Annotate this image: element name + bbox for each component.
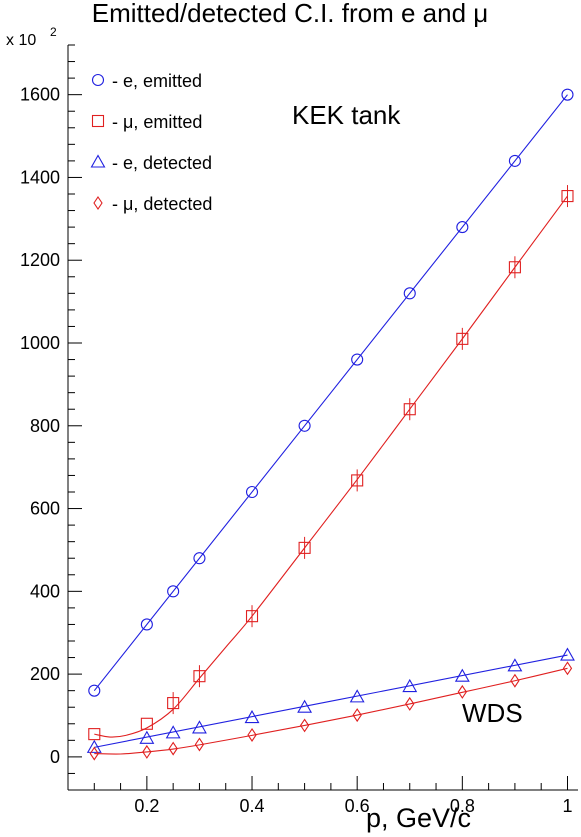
data-point-series-2 [192, 720, 207, 734]
legend-marker-circle [91, 73, 105, 87]
data-point-series-2 [454, 668, 470, 682]
data-point-series-3 [194, 737, 205, 752]
y-tick-label: 1400 [20, 167, 60, 187]
data-point-series-2 [86, 739, 102, 753]
legend-marker-diamond [93, 196, 103, 210]
y-tick-label: 800 [30, 416, 60, 436]
data-point-series-3 [510, 673, 520, 688]
data-point-series-1 [88, 728, 101, 741]
data-point-series-1 [298, 541, 311, 554]
y-tick-label: 1200 [20, 250, 60, 270]
data-point-series-3 [352, 708, 362, 723]
data-point-series-0 [140, 618, 153, 631]
x-tick-label: 0.6 [345, 796, 370, 816]
data-point-series-2 [402, 678, 418, 693]
data-point-series-3 [405, 696, 415, 711]
axis-multiplier-exponent: 2 [50, 25, 57, 39]
y-tick-label: 0 [50, 747, 60, 767]
data-point-series-0 [403, 287, 416, 300]
x-tick-label: 0.8 [450, 796, 475, 816]
legend-label: - e, detected [112, 153, 212, 173]
data-point-series-1 [508, 261, 521, 274]
legend-label: - μ, emitted [112, 112, 202, 132]
fit-curve-series-0 [93, 94, 568, 692]
data-point-series-0 [88, 684, 101, 697]
data-point-series-0 [456, 221, 469, 234]
legend-marker-triangle [90, 154, 106, 168]
data-point-series-1 [245, 610, 259, 623]
data-point-series-0 [508, 154, 521, 167]
data-point-series-2 [244, 709, 260, 724]
data-point-series-0 [245, 485, 259, 499]
annotation-wds: WDS [462, 698, 523, 728]
data-point-series-1 [456, 332, 469, 345]
y-tick-label: 1000 [20, 333, 60, 353]
data-point-series-2 [297, 699, 313, 713]
data-point-series-2 [349, 689, 365, 703]
data-point-series-1 [140, 717, 153, 730]
data-point-series-3 [168, 741, 178, 756]
fit-curve-series-2 [94, 654, 568, 748]
data-point-series-0 [298, 419, 311, 432]
data-point-series-1 [167, 697, 180, 710]
data-point-series-0 [561, 88, 574, 101]
data-point-series-3 [247, 727, 257, 742]
y-tick-label: 200 [30, 664, 60, 684]
fit-curve-series-1 [94, 195, 568, 738]
x-tick-label: 0.2 [134, 796, 159, 816]
data-point-series-2 [560, 647, 575, 661]
x-tick-label: 0.4 [240, 796, 265, 816]
data-point-series-2 [165, 725, 181, 739]
plot-area: 0.2 0.4 0.6 0.8 1 0 200 400 600 800 1000 1200 1400 16… [20, 44, 578, 816]
legend-label: - μ, detected [112, 194, 212, 214]
data-point-series-3 [299, 718, 310, 733]
data-point-series-3 [562, 661, 573, 676]
y-tick-label: 400 [30, 581, 60, 601]
chart-title: Emitted/detected C.I. from e and μ [92, 0, 489, 28]
legend: - e, emitted - μ, emitted - e, detected - μ… [90, 71, 212, 214]
data-point-series-1 [561, 190, 574, 203]
legend-marker-square [91, 114, 105, 128]
data-point-series-3 [142, 744, 152, 759]
data-point-series-1 [193, 670, 206, 683]
legend-label: - e, emitted [112, 71, 202, 91]
data-point-series-0 [193, 552, 206, 565]
data-point-series-0 [351, 353, 364, 366]
data-point-series-1 [403, 403, 416, 416]
data-point-series-1 [351, 474, 364, 487]
y-tick-label: 600 [30, 499, 60, 519]
x-axis-label: p, GeV/c [366, 803, 471, 833]
x-tick-label: 1 [562, 796, 572, 816]
data-point-series-3 [457, 684, 467, 699]
axis-multiplier: x 10 [6, 32, 36, 49]
annotation-kek-tank: KEK tank [292, 100, 401, 130]
data-point-series-2 [139, 730, 155, 744]
data-point-series-0 [167, 585, 180, 598]
fit-curve-series-3 [94, 667, 568, 755]
y-tick-label: 1600 [20, 85, 60, 105]
data-point-series-3 [89, 746, 99, 761]
data-point-series-2 [507, 658, 523, 672]
